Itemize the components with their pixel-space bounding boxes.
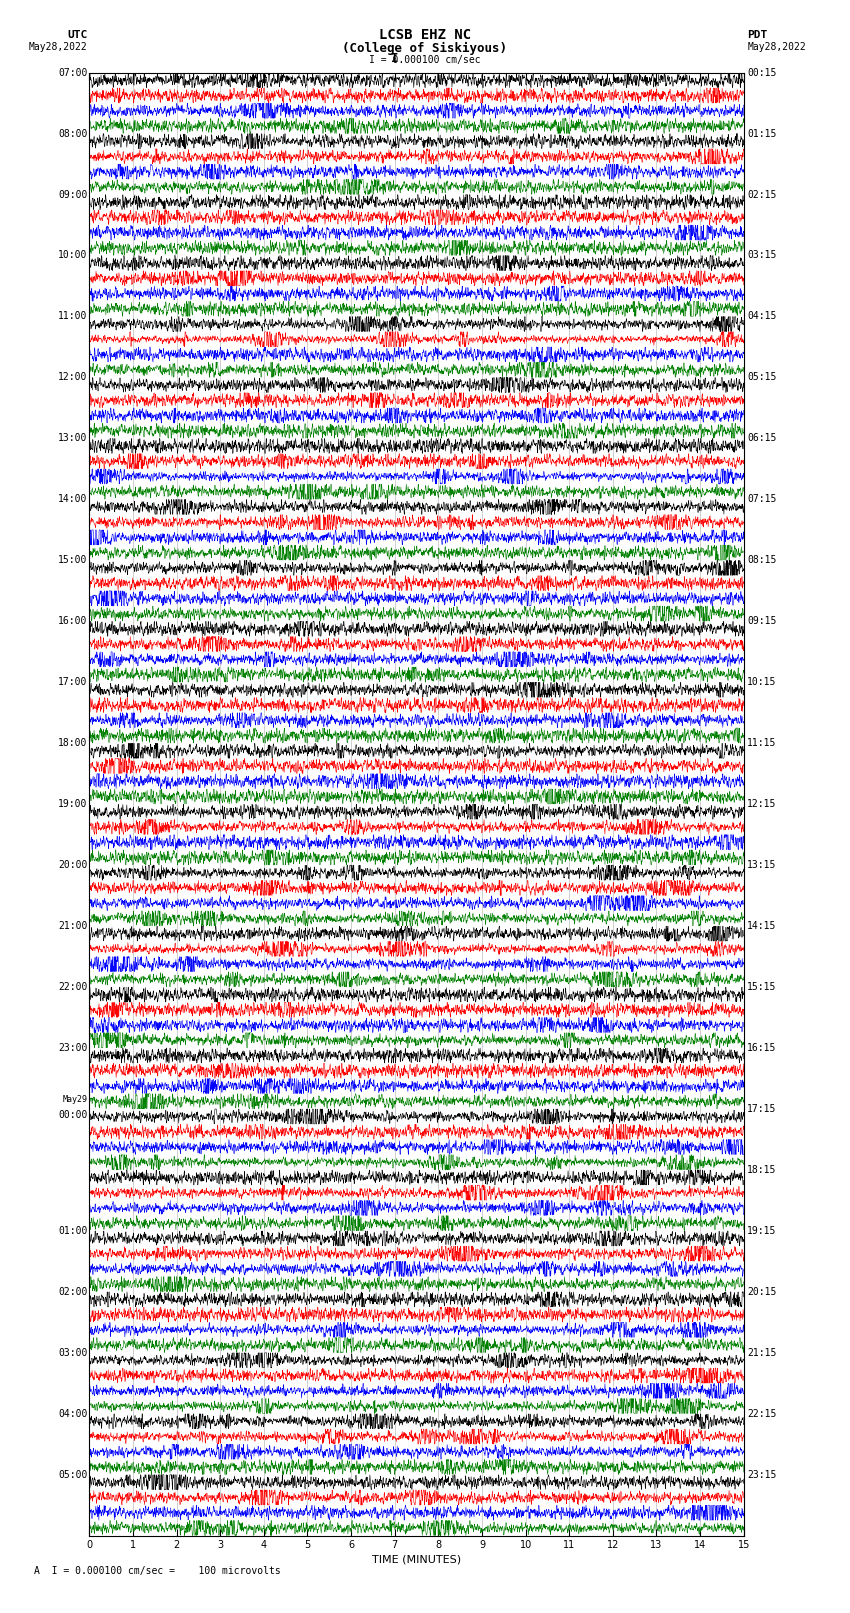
Text: 01:15: 01:15 (747, 129, 777, 139)
Text: 20:15: 20:15 (747, 1287, 777, 1297)
Text: 16:00: 16:00 (58, 616, 88, 626)
Text: 00:00: 00:00 (58, 1110, 88, 1121)
Text: 13:15: 13:15 (747, 860, 777, 869)
Text: 00:15: 00:15 (747, 68, 777, 77)
Text: 19:00: 19:00 (58, 798, 88, 810)
Text: (College of Siskiyous): (College of Siskiyous) (343, 42, 507, 55)
Text: 04:00: 04:00 (58, 1408, 88, 1419)
Text: 03:15: 03:15 (747, 250, 777, 260)
Text: 18:00: 18:00 (58, 739, 88, 748)
Text: PDT: PDT (747, 31, 768, 40)
Text: 17:15: 17:15 (747, 1103, 777, 1115)
Text: 05:15: 05:15 (747, 373, 777, 382)
Text: 22:15: 22:15 (747, 1408, 777, 1419)
Text: UTC: UTC (67, 31, 88, 40)
Text: 21:15: 21:15 (747, 1348, 777, 1358)
Text: 12:15: 12:15 (747, 798, 777, 810)
Text: 13:00: 13:00 (58, 434, 88, 444)
Text: 15:00: 15:00 (58, 555, 88, 565)
Text: 16:15: 16:15 (747, 1044, 777, 1053)
Text: 21:00: 21:00 (58, 921, 88, 931)
Text: 01:00: 01:00 (58, 1226, 88, 1236)
Text: I = 0.000100 cm/sec: I = 0.000100 cm/sec (369, 55, 481, 65)
Text: 06:15: 06:15 (747, 434, 777, 444)
Text: 23:15: 23:15 (747, 1469, 777, 1479)
Text: May29: May29 (63, 1095, 88, 1103)
Text: May28,2022: May28,2022 (29, 42, 88, 52)
Text: 10:00: 10:00 (58, 250, 88, 260)
Text: 15:15: 15:15 (747, 982, 777, 992)
Text: May28,2022: May28,2022 (747, 42, 806, 52)
Text: 08:15: 08:15 (747, 555, 777, 565)
Text: 17:00: 17:00 (58, 677, 88, 687)
Text: LCSB EHZ NC: LCSB EHZ NC (379, 29, 471, 42)
X-axis label: TIME (MINUTES): TIME (MINUTES) (372, 1555, 461, 1565)
Text: 03:00: 03:00 (58, 1348, 88, 1358)
Text: 07:15: 07:15 (747, 494, 777, 505)
Text: 20:00: 20:00 (58, 860, 88, 869)
Text: 11:15: 11:15 (747, 739, 777, 748)
Text: 12:00: 12:00 (58, 373, 88, 382)
Text: 08:00: 08:00 (58, 129, 88, 139)
Text: 04:15: 04:15 (747, 311, 777, 321)
Text: 14:00: 14:00 (58, 494, 88, 505)
Text: 11:00: 11:00 (58, 311, 88, 321)
Text: A  I = 0.000100 cm/sec =    100 microvolts: A I = 0.000100 cm/sec = 100 microvolts (34, 1566, 280, 1576)
Text: 23:00: 23:00 (58, 1044, 88, 1053)
Text: 19:15: 19:15 (747, 1226, 777, 1236)
Text: 22:00: 22:00 (58, 982, 88, 992)
Text: 09:15: 09:15 (747, 616, 777, 626)
Text: 10:15: 10:15 (747, 677, 777, 687)
Text: 02:15: 02:15 (747, 189, 777, 200)
Text: 05:00: 05:00 (58, 1469, 88, 1479)
Text: 09:00: 09:00 (58, 189, 88, 200)
Text: I: I (392, 52, 399, 66)
Text: 14:15: 14:15 (747, 921, 777, 931)
Text: 18:15: 18:15 (747, 1165, 777, 1174)
Text: 02:00: 02:00 (58, 1287, 88, 1297)
Text: 07:00: 07:00 (58, 68, 88, 77)
